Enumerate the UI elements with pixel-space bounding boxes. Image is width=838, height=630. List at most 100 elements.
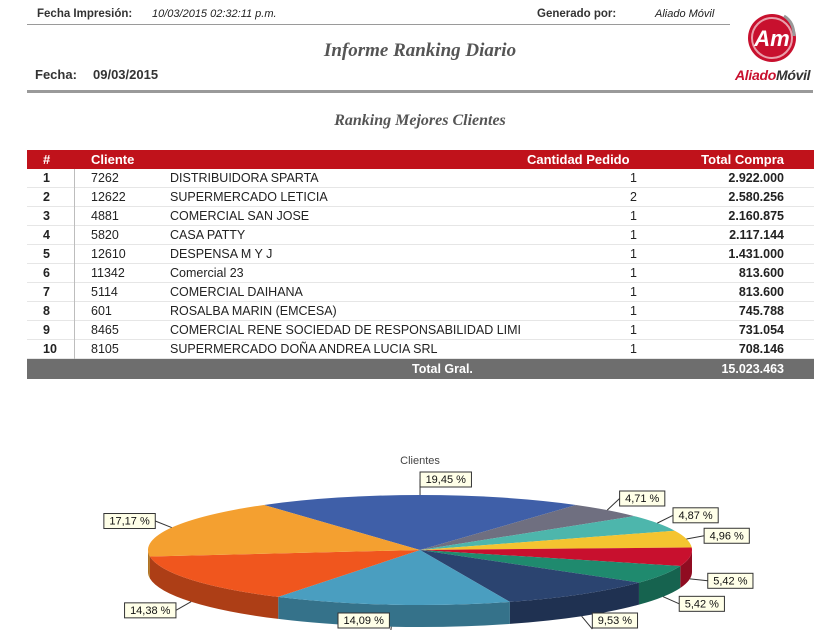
table-row: 2 12622 SUPERMERCADO LETICIA 2 2.580.256 [27, 188, 814, 207]
client-name-cell: COMERCIAL RENE SOCIEDAD DE RESPONSABILID… [170, 323, 522, 337]
client-name-cell: CASA PATTY [170, 228, 246, 242]
pie-label-text: 14,38 % [130, 605, 171, 617]
rank-cell: 3 [43, 209, 50, 223]
rank-cell: 9 [43, 323, 50, 337]
chart-title: Clientes [400, 455, 440, 467]
pie-slice-side [149, 556, 279, 619]
total-cell: 813.600 [738, 266, 784, 280]
qty-cell: 1 [630, 209, 637, 223]
section-title: Ranking Mejores Clientes [334, 112, 506, 129]
pie-label-text: 4,71 % [625, 493, 659, 505]
row-divider [74, 264, 75, 283]
qty-cell: 1 [630, 323, 637, 337]
print-date-label: Fecha Impresión: [37, 8, 133, 20]
col-header-qty: Cantidad Pedido [527, 152, 630, 167]
client-code-cell: 11342 [91, 266, 125, 280]
aliado-movil-logo: Am [748, 14, 796, 62]
col-header-client: Cliente [91, 152, 135, 167]
client-code-cell: 601 [91, 304, 112, 318]
pie-data-label: 19,45 % [419, 471, 472, 496]
total-cell: 2.580.256 [728, 190, 784, 204]
pie-label-text: 9,53 % [598, 615, 632, 627]
total-label: Total Gral. [412, 362, 473, 376]
client-code-cell: 12610 [91, 247, 126, 261]
pie-data-label: 17,17 % [103, 513, 172, 530]
report-title: Informe Ranking Diario [323, 40, 517, 61]
generated-by-value: Aliado Móvil [655, 8, 715, 20]
rank-cell: 8 [43, 304, 50, 318]
pie-data-label: 4,71 % [606, 490, 666, 511]
row-divider [74, 169, 75, 188]
rank-cell: 1 [43, 171, 50, 185]
client-code-cell: 4881 [91, 209, 119, 223]
table-footer: Total Gral. 15.023.463 [27, 359, 814, 379]
client-code-cell: 7262 [91, 171, 119, 185]
title-divider [27, 90, 813, 93]
header-divider [27, 24, 730, 25]
pie-slice [148, 504, 421, 557]
row-divider [74, 226, 75, 245]
date-value: 09/03/2015 [93, 67, 159, 82]
pie-slice [420, 550, 639, 602]
pie-label-text: 17,17 % [109, 516, 150, 528]
row-divider [74, 207, 75, 226]
pie-slice [149, 550, 420, 597]
total-cell: 2.160.875 [728, 209, 784, 223]
table-row: 1 7262 DISTRIBUIDORA SPARTA 1 2.922.000 [27, 169, 814, 188]
table-row: 5 12610 DESPENSA M Y J 1 1.431.000 [27, 245, 814, 264]
qty-cell: 1 [630, 171, 637, 185]
ranking-table: # Cliente Cantidad Pedido Total Compra 1… [27, 150, 814, 379]
qty-cell: 2 [630, 190, 637, 204]
rank-cell: 6 [43, 266, 50, 280]
pie-slice [263, 495, 577, 550]
pie-data-label: 5,42 % [662, 595, 725, 612]
client-name-cell: COMERCIAL SAN JOSE [170, 209, 310, 223]
table-row: 6 11342 Comercial 23 1 813.600 [27, 264, 814, 283]
clients-pie-chart: 19,45 % 4,71 % 4,87 % 4,96 % 5,42 % 5,42 % 9,5… [103, 471, 754, 630]
pie-label-text: 5,42 % [713, 575, 747, 587]
row-divider [74, 340, 75, 359]
pie-label-text: 5,42 % [685, 598, 719, 610]
table-row: 8 601 ROSALBA MARIN (EMCESA) 1 745.788 [27, 302, 814, 321]
client-name-cell: DESPENSA M Y J [170, 247, 273, 261]
total-cell: 2.922.000 [728, 171, 784, 185]
client-code-cell: 8105 [91, 342, 119, 356]
table-row: 7 5114 COMERCIAL DAIHANA 1 813.600 [27, 283, 814, 302]
client-name-cell: DISTRIBUIDORA SPARTA [170, 171, 319, 185]
pie-slice [420, 550, 681, 583]
pie-data-label: 4,87 % [657, 507, 719, 524]
pie-slice [420, 504, 635, 550]
total-cell: 708.146 [738, 342, 784, 356]
client-name-cell: SUPERMERCADO LETICIA [170, 190, 328, 204]
total-cell: 745.788 [738, 304, 784, 318]
pie-slice-side [148, 550, 150, 579]
pie-slice [420, 516, 675, 550]
pie-label-text: 19,45 % [426, 474, 467, 486]
table-header: # Cliente Cantidad Pedido Total Compra [27, 150, 814, 169]
col-header-num: # [43, 152, 51, 167]
generated-by-label: Generado por: [537, 8, 617, 20]
client-code-cell: 5820 [91, 228, 119, 242]
row-divider [74, 245, 75, 264]
pie-data-label: 4,96 % [686, 527, 750, 544]
qty-cell: 1 [630, 247, 637, 261]
table-row: 9 8465 COMERCIAL RENE SOCIEDAD DE RESPONSA… [27, 321, 814, 340]
client-code-cell: 5114 [91, 285, 118, 299]
client-code-cell: 8465 [91, 323, 119, 337]
table-row: 4 5820 CASA PATTY 1 2.117.144 [27, 226, 814, 245]
pie-slice-side [638, 565, 681, 605]
logo-wordmark: AliadoMóvil [735, 67, 811, 83]
total-value: 15.023.463 [721, 362, 784, 376]
rank-cell: 5 [43, 247, 50, 261]
total-cell: 2.117.144 [729, 228, 784, 242]
table-row: 10 8105 SUPERMERCADO DOÑA ANDREA LUCIA SRL… [27, 340, 814, 359]
client-name-cell: COMERCIAL DAIHANA [170, 285, 303, 299]
pie-slice-side [509, 582, 639, 624]
pie-data-label: 14,38 % [124, 601, 192, 619]
rank-cell: 7 [43, 285, 50, 299]
table-row: 3 4881 COMERCIAL SAN JOSE 1 2.160.875 [27, 207, 814, 226]
row-divider [74, 302, 75, 321]
qty-cell: 1 [630, 228, 637, 242]
col-header-total: Total Compra [701, 152, 784, 167]
rank-cell: 10 [43, 342, 57, 356]
